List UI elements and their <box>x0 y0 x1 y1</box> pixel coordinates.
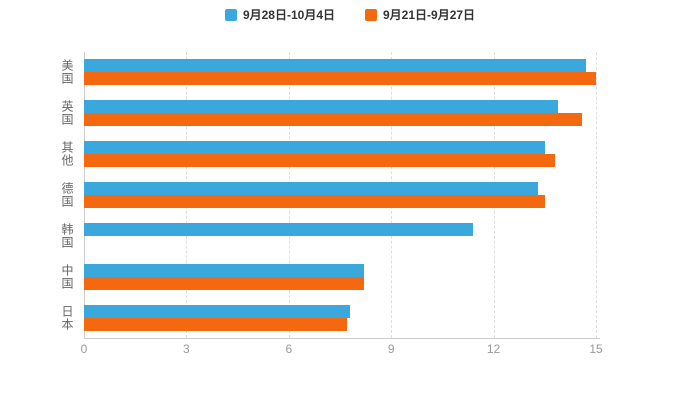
gridline <box>596 52 597 338</box>
bar[interactable] <box>84 263 364 277</box>
x-axis: 0 3 6 9 12 15 <box>80 342 603 362</box>
bar-group <box>84 182 596 208</box>
x-axis-line <box>84 338 600 339</box>
bar[interactable] <box>84 113 583 127</box>
category-label: 德国 <box>60 182 74 208</box>
bar-row: 日本 <box>0 297 700 338</box>
bar-row: 德国 <box>0 175 700 216</box>
bar[interactable] <box>84 195 545 208</box>
bar[interactable] <box>84 100 559 114</box>
legend-label-previous-week: 9月21日-9月27日 <box>383 8 476 22</box>
bar[interactable] <box>84 182 538 195</box>
bar-group <box>84 59 596 86</box>
category-label: 美国 <box>60 59 74 86</box>
bar[interactable] <box>84 72 596 86</box>
bar-row: 其他 <box>0 134 700 175</box>
plot-area: 美国英国其他德国韩国中国日本 <box>0 52 700 338</box>
legend-marker-blue-icon <box>224 8 237 21</box>
bar[interactable] <box>84 304 351 318</box>
category-label: 韩国 <box>60 222 74 249</box>
bar-group <box>84 222 596 249</box>
bar[interactable] <box>84 141 545 155</box>
legend-label-current-week: 9月28日-10月4日 <box>242 8 335 22</box>
bar[interactable] <box>84 222 474 236</box>
bar-row: 美国 <box>0 52 700 93</box>
x-axis-tick-label: 15 <box>589 342 603 356</box>
bar-row: 英国 <box>0 93 700 134</box>
category-label: 其他 <box>60 141 74 168</box>
category-label: 中国 <box>60 263 74 290</box>
legend-marker-orange-icon <box>365 8 377 21</box>
bar-row: 韩国 <box>0 215 700 256</box>
x-axis-tick-label: 0 <box>80 342 88 356</box>
category-label: 英国 <box>60 100 74 127</box>
bar[interactable] <box>84 59 586 73</box>
x-axis-tick-label: 6 <box>285 342 293 356</box>
legend-item-current-week[interactable]: 9月28日-10月4日 <box>224 6 335 23</box>
x-axis-tick-label: 12 <box>486 342 501 356</box>
bar[interactable] <box>84 317 347 331</box>
legend-item-previous-week[interactable]: 9月21日-9月27日 <box>365 6 475 23</box>
category-label: 日本 <box>60 304 74 331</box>
bar[interactable] <box>84 154 556 168</box>
bar-group <box>84 263 596 290</box>
x-axis-tick-label: 9 <box>387 342 395 356</box>
bar-group <box>84 100 596 127</box>
bar-group <box>84 141 596 168</box>
bar-row: 中国 <box>0 256 700 297</box>
legend: 9月28日-10月4日 9月21日-9月27日 <box>0 6 700 23</box>
x-axis-tick-label: 3 <box>183 342 190 356</box>
bar[interactable] <box>84 276 364 290</box>
bar-group <box>84 304 596 331</box>
